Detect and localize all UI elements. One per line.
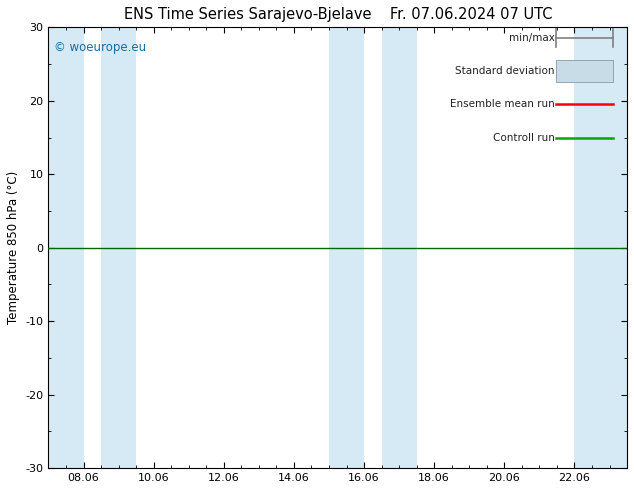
Y-axis label: Temperature 850 hPa (°C): Temperature 850 hPa (°C): [7, 171, 20, 324]
Text: min/max: min/max: [509, 33, 555, 43]
Text: © woeurope.eu: © woeurope.eu: [55, 41, 146, 53]
Text: Ensemble mean run: Ensemble mean run: [450, 99, 555, 109]
Bar: [48, 27, 84, 468]
Bar: [557, 60, 612, 82]
Bar: [329, 27, 364, 468]
Text: Controll run: Controll run: [493, 132, 555, 143]
Title: ENS Time Series Sarajevo-Bjelave    Fr. 07.06.2024 07 UTC: ENS Time Series Sarajevo-Bjelave Fr. 07.…: [124, 7, 552, 22]
Text: Standard deviation: Standard deviation: [455, 66, 555, 76]
Bar: [101, 27, 136, 468]
Bar: [382, 27, 417, 468]
Bar: [574, 27, 627, 468]
